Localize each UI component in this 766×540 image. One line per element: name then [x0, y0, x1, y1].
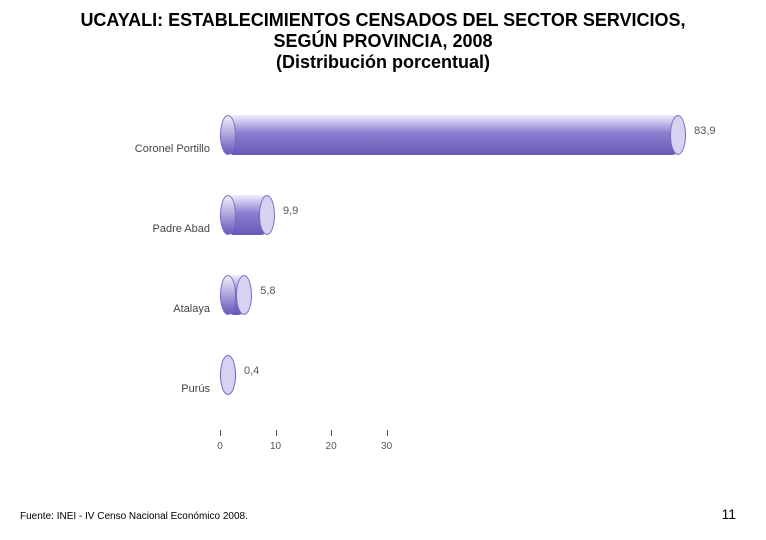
source-citation: Fuente: INEI - IV Censo Nacional Económi…	[20, 511, 248, 522]
bar-row: Coronel Portillo83,9	[220, 105, 720, 185]
bar-cylinder	[220, 195, 275, 235]
title-line-1: UCAYALI: ESTABLECIMIENTOS CENSADOS DEL S…	[20, 10, 746, 31]
value-label: 83,9	[694, 125, 715, 137]
bar-cylinder	[220, 275, 252, 315]
value-label: 0,4	[244, 365, 259, 377]
axis-tick-label: 20	[326, 441, 337, 452]
axis-tick	[387, 430, 388, 436]
x-axis: 0102030	[220, 435, 720, 436]
category-label: Purús	[80, 383, 210, 395]
value-label: 5,8	[260, 285, 275, 297]
axis-tick-label: 30	[381, 441, 392, 452]
title-line-2: SEGÚN PROVINCIA, 2008	[20, 31, 746, 52]
category-label: Coronel Portillo	[80, 143, 210, 155]
title-line-3: (Distribución porcentual)	[20, 52, 746, 73]
axis-tick	[220, 430, 221, 436]
bar-chart: Coronel Portillo83,9Padre Abad9,9Atalaya…	[220, 105, 720, 475]
bar-cylinder	[220, 115, 686, 155]
bar-row: Atalaya5,8	[220, 265, 720, 345]
axis-tick-label: 10	[270, 441, 281, 452]
value-label: 9,9	[283, 205, 298, 217]
chart-title-block: UCAYALI: ESTABLECIMIENTOS CENSADOS DEL S…	[20, 10, 746, 73]
axis-tick	[331, 430, 332, 436]
bar-row: Purús0,4	[220, 345, 720, 425]
axis-tick-label: 0	[217, 441, 223, 452]
category-label: Atalaya	[80, 303, 210, 315]
bar-cylinder	[220, 355, 236, 395]
category-label: Padre Abad	[80, 223, 210, 235]
page-number: 11	[721, 506, 736, 522]
axis-tick	[276, 430, 277, 436]
bar-row: Padre Abad9,9	[220, 185, 720, 265]
